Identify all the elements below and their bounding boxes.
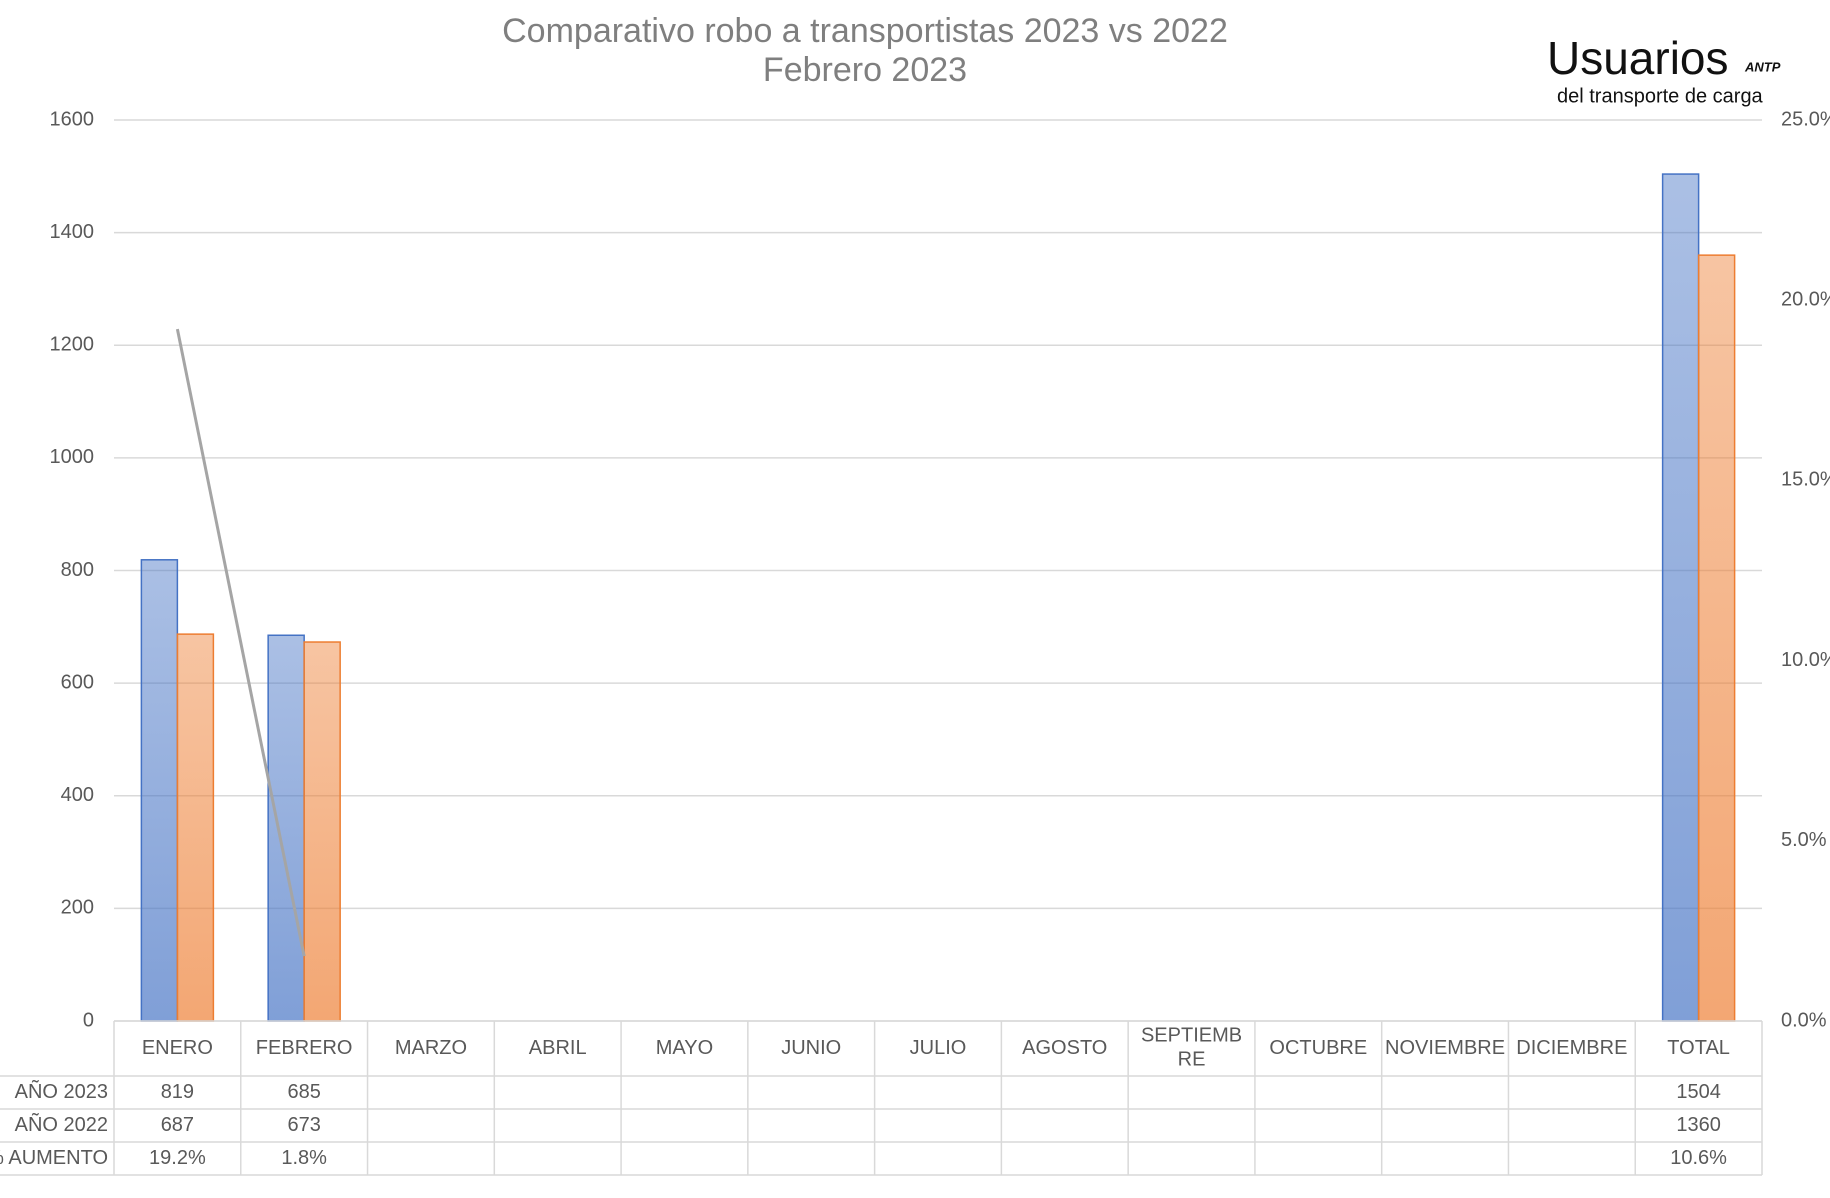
legend-label: AÑO 2022 xyxy=(15,1112,108,1136)
x-tick-label: FEBRERO xyxy=(256,1037,353,1059)
chart-title: Comparativo robo a transportistas 2023 v… xyxy=(502,12,1228,50)
y2-tick-label: 25.0% xyxy=(1781,108,1830,130)
bar xyxy=(140,559,179,1022)
bar xyxy=(1697,254,1736,1022)
y2-tick-label: 5.0% xyxy=(1781,829,1827,851)
table-value: 19.2% xyxy=(149,1147,206,1169)
x-tick-label: DICIEMBRE xyxy=(1516,1037,1627,1059)
x-tick-label: JUNIO xyxy=(781,1037,841,1059)
logo-badge: ANTP xyxy=(1744,59,1781,74)
bar xyxy=(267,634,305,1022)
y-tick-label: 600 xyxy=(61,671,94,693)
y-tick-label: 1200 xyxy=(50,334,95,356)
x-tick-label: MARZO xyxy=(395,1037,467,1059)
y-tick-label: 1400 xyxy=(50,221,95,243)
x-tick-label: TOTAL xyxy=(1667,1037,1730,1059)
table-value: 819 xyxy=(161,1081,194,1103)
table-value: 1360 xyxy=(1676,1114,1721,1136)
bar xyxy=(176,633,215,1022)
y-tick-label: 800 xyxy=(61,559,94,581)
x-tick-label: NOVIEMBRE xyxy=(1385,1037,1505,1059)
y-tick-label: 400 xyxy=(61,784,94,806)
table-value: 1504 xyxy=(1676,1081,1721,1103)
y-tick-label: 1600 xyxy=(50,108,95,130)
x-tick-label: JULIO xyxy=(910,1037,967,1059)
table-value: 685 xyxy=(287,1081,320,1103)
x-tick-label: SEPTIEMB RE xyxy=(1141,1025,1242,1071)
table-value: 10.6% xyxy=(1670,1147,1727,1169)
table-value: 673 xyxy=(287,1114,320,1136)
line-series xyxy=(177,329,1698,956)
legend-label: AÑO 2023 xyxy=(15,1079,108,1103)
y-tick-label: 1000 xyxy=(50,446,95,468)
y2-tick-label: 0.0% xyxy=(1781,1009,1827,1031)
y2-tick-label: 10.0% xyxy=(1781,649,1830,671)
logo-tagline: del transporte de carga xyxy=(1557,85,1764,107)
x-tick-label: MAYO xyxy=(656,1037,713,1059)
bar xyxy=(303,641,341,1022)
legend-label: % AUMENTO xyxy=(0,1147,108,1169)
x-tick-label: AGOSTO xyxy=(1022,1037,1107,1059)
chart-subtitle: Febrero 2023 xyxy=(763,51,967,89)
y2-tick-label: 15.0% xyxy=(1781,469,1830,491)
logo-name: Usuarios xyxy=(1547,32,1729,84)
table-value: 687 xyxy=(161,1114,194,1136)
y-tick-label: 200 xyxy=(61,897,94,919)
x-tick-label: OCTUBRE xyxy=(1269,1037,1367,1059)
y2-tick-label: 20.0% xyxy=(1781,288,1830,310)
x-tick-label: ENERO xyxy=(142,1037,213,1059)
bar xyxy=(1661,173,1700,1022)
y-tick-label: 0 xyxy=(83,1009,94,1031)
table-value: 1.8% xyxy=(281,1147,327,1169)
x-tick-label: ABRIL xyxy=(529,1037,587,1059)
